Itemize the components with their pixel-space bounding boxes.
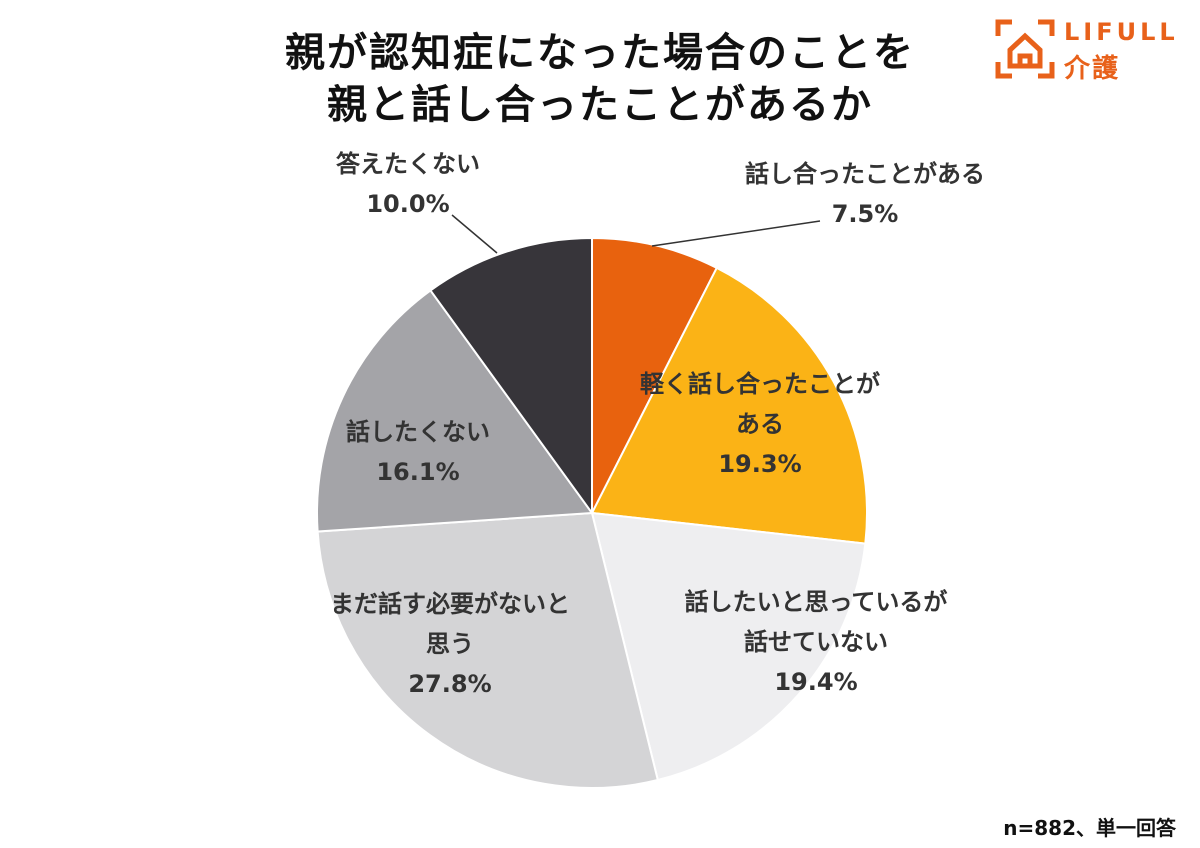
slice-value-2: 19.3% bbox=[718, 450, 801, 478]
chart-title-line-2: 親と話し合ったことがあるか bbox=[327, 82, 873, 128]
slice-label-4-line-2: 思う bbox=[426, 630, 474, 658]
slice-label-5-line-1: 話したくない bbox=[346, 418, 490, 446]
pie-slice-6 bbox=[429, 236, 593, 517]
logo-brand-text: LIFULL bbox=[1064, 18, 1179, 46]
slice-label-6-line-1: 答えたくない bbox=[336, 150, 480, 178]
slice-value-4: 27.8% bbox=[408, 670, 491, 698]
slice-label-3-line-2: 話せていない bbox=[744, 628, 888, 656]
chart-title-line-1: 親が認知症になった場合のことを bbox=[285, 30, 915, 76]
slice-value-3: 19.4% bbox=[774, 668, 857, 696]
pie-slice-4 bbox=[316, 511, 660, 789]
slice-value-5: 16.1% bbox=[376, 458, 459, 486]
slice-label-2-line-2: ある bbox=[736, 410, 784, 438]
leader-line-6 bbox=[451, 214, 498, 254]
leader-line-1 bbox=[651, 220, 821, 247]
slice-label-4-line-1: まだ話す必要がないと bbox=[330, 590, 570, 618]
slice-label-2-line-1: 軽く話し合ったことが bbox=[640, 370, 880, 398]
slice-label-1-line-1: 話し合ったことがある bbox=[745, 160, 985, 188]
pie-slice-2 bbox=[590, 266, 868, 545]
brand-logo: LIFULL 介護 bbox=[994, 18, 1184, 84]
pie-slice-3 bbox=[590, 511, 867, 782]
sample-size-note: n=882、単一回答 bbox=[1003, 816, 1176, 840]
logo-sub-text: 介護 bbox=[1064, 54, 1121, 84]
house-frame-icon bbox=[995, 19, 1055, 79]
slice-value-1: 7.5% bbox=[832, 200, 899, 228]
pie-slice-5 bbox=[316, 289, 594, 533]
slice-label-3-line-1: 話したいと思っているが bbox=[685, 588, 948, 616]
slice-value-6: 10.0% bbox=[366, 190, 449, 218]
